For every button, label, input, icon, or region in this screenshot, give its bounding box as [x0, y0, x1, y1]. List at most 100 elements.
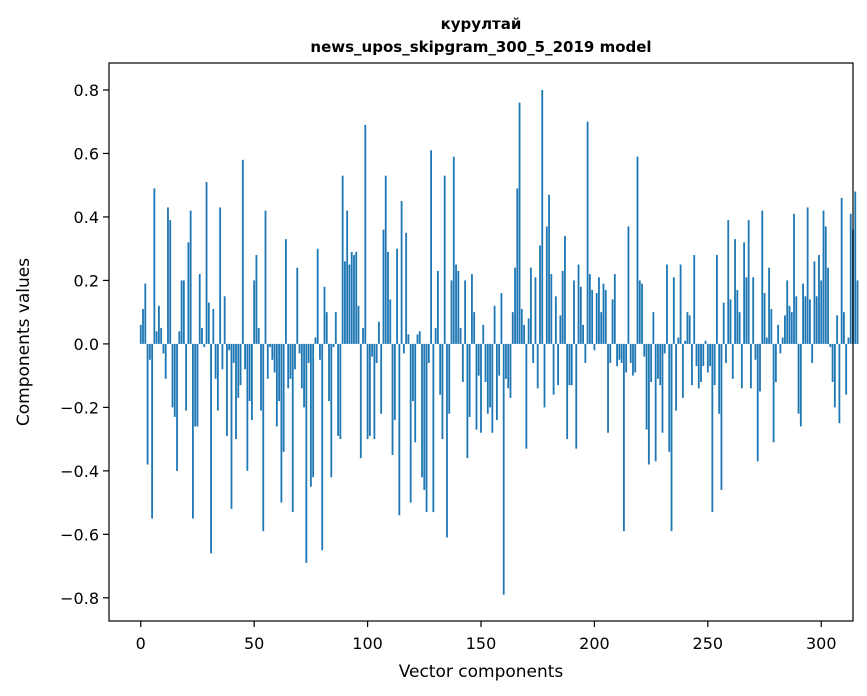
chart-title-line1: курултай: [441, 15, 522, 33]
bar: [518, 102, 521, 344]
bar: [214, 343, 217, 379]
bar: [704, 340, 707, 344]
bar: [269, 343, 271, 348]
y-tick-label: −0.6: [60, 525, 99, 544]
bar: [829, 343, 832, 348]
bar: [625, 343, 628, 373]
bar: [201, 328, 203, 344]
bar: [618, 343, 621, 360]
bar: [725, 343, 727, 363]
bar: [427, 343, 430, 363]
bar: [248, 343, 251, 402]
bar: [489, 343, 491, 408]
bar: [223, 296, 226, 344]
bar: [289, 343, 292, 379]
bar: [765, 337, 768, 344]
bar: [146, 343, 149, 465]
bar: [305, 343, 308, 563]
bar: [359, 343, 362, 459]
bar: [471, 274, 473, 344]
bar: [666, 264, 668, 344]
bar: [330, 343, 333, 478]
bar: [257, 328, 260, 344]
bar: [700, 343, 702, 382]
bar: [736, 289, 739, 344]
bar: [378, 321, 380, 344]
bar: [241, 159, 244, 344]
bar: [309, 343, 312, 487]
bar: [421, 343, 423, 478]
bar: [387, 251, 389, 344]
bar: [573, 280, 575, 344]
bar: [833, 343, 836, 408]
bar: [584, 343, 587, 363]
bar: [493, 305, 496, 344]
bar: [216, 343, 219, 411]
bar: [371, 343, 374, 357]
bar: [162, 343, 165, 354]
bar: [396, 248, 398, 344]
bar: [443, 175, 446, 344]
bar: [346, 210, 349, 344]
bar: [255, 255, 258, 344]
bar: [160, 328, 163, 344]
bar: [623, 343, 625, 532]
bar: [300, 343, 303, 389]
bar: [811, 343, 814, 363]
bar: [822, 210, 825, 344]
bar: [595, 293, 598, 344]
bar: [334, 312, 337, 344]
bar: [743, 242, 746, 344]
x-tick-label: 100: [352, 634, 383, 653]
bar: [754, 343, 757, 360]
bar: [441, 343, 444, 440]
bar: [566, 343, 569, 440]
bar: [296, 267, 299, 344]
bar: [809, 299, 811, 344]
bar: [604, 289, 607, 344]
bar: [541, 89, 544, 344]
bar: [264, 210, 267, 344]
bar: [416, 334, 419, 344]
y-tick-label: −0.4: [60, 462, 99, 481]
bar: [484, 343, 487, 382]
bar: [763, 293, 766, 344]
bar: [520, 308, 523, 344]
bar: [613, 274, 616, 344]
bar: [400, 201, 403, 344]
bar: [786, 280, 789, 344]
bar: [450, 280, 453, 344]
bar: [840, 197, 843, 344]
bar: [600, 312, 603, 344]
bar: [731, 343, 734, 379]
bar: [722, 302, 725, 344]
bar: [838, 343, 841, 424]
bar: [557, 343, 560, 386]
bar: [530, 267, 532, 344]
bar: [439, 343, 442, 395]
bar: [750, 343, 752, 389]
bar: [455, 264, 457, 344]
bar: [432, 343, 435, 513]
bar: [793, 213, 795, 344]
bar: [505, 343, 507, 379]
bar: [502, 343, 505, 595]
bar: [314, 337, 317, 344]
bar: [536, 343, 539, 389]
bar: [740, 343, 743, 389]
bar: [237, 343, 240, 398]
bar: [260, 343, 262, 411]
bar: [815, 296, 818, 344]
bar: [818, 255, 820, 344]
y-tick-label: −0.8: [60, 589, 99, 608]
bar: [768, 267, 770, 344]
bar: [235, 343, 237, 440]
bar: [246, 343, 249, 471]
chart-title-line2: news_upos_skipgram_300_5_2019 model: [310, 38, 651, 56]
bar: [691, 343, 693, 386]
bar: [804, 296, 807, 344]
bar: [407, 334, 410, 344]
bar: [418, 331, 421, 344]
bar: [650, 343, 653, 382]
